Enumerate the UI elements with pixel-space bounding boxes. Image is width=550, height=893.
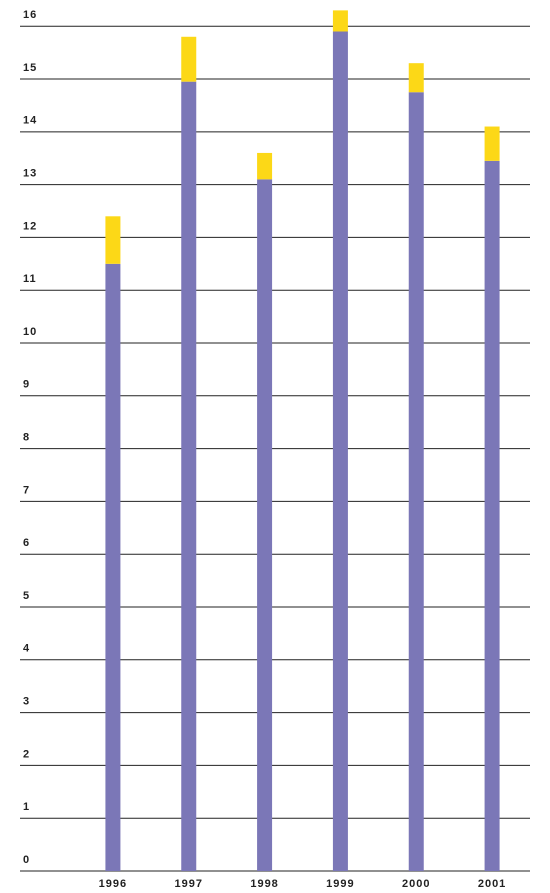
y-tick-label: 10 [23,326,37,338]
y-tick-label: 12 [23,220,37,232]
x-tick-label: 1997 [175,878,203,890]
y-tick-label: 6 [23,537,30,549]
bar-segment [408,92,424,871]
y-tick-label: 5 [23,590,30,602]
bar-segment [105,216,121,264]
y-tick-label: 2 [23,748,30,760]
x-tick-label: 1999 [326,878,354,890]
x-tick-label: 1996 [99,878,127,890]
bar-segment [332,10,348,32]
y-tick-label: 1 [23,801,30,813]
y-tick-label: 13 [23,168,37,180]
y-tick-label: 15 [23,62,37,74]
bar-segment [181,36,197,82]
x-tick-label: 2001 [478,878,506,890]
bar-segment [257,152,273,180]
y-tick-label: 8 [23,432,30,444]
bar-segment [181,81,197,872]
y-tick-label: 9 [23,379,30,391]
bar-segment [105,263,121,871]
bar-segment [332,31,348,871]
y-tick-label: 4 [23,643,30,655]
x-tick-label: 2000 [402,878,430,890]
bar-segment [484,160,500,872]
y-tick-label: 14 [23,115,37,127]
bar-segment [408,63,424,93]
y-tick-label: 11 [23,273,37,285]
bar-segment [257,179,273,872]
y-tick-label: 3 [23,696,30,708]
bar-segment [484,126,500,161]
y-tick-label: 16 [23,9,37,21]
x-tick-label: 1998 [250,878,278,890]
y-tick-label: 7 [23,484,30,496]
y-tick-label: 0 [23,854,30,866]
